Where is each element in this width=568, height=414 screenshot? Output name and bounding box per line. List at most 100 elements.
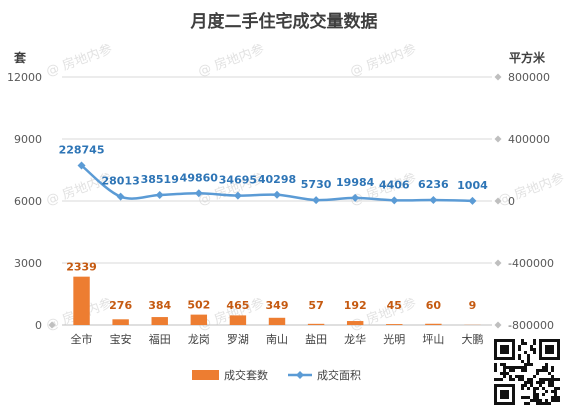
qr-module xyxy=(527,357,530,360)
bar xyxy=(190,314,208,325)
qr-module xyxy=(533,393,536,396)
bar xyxy=(73,276,90,325)
qr-module xyxy=(539,399,542,402)
category-label: 全市 xyxy=(71,332,93,346)
qr-module xyxy=(521,396,524,399)
qr-module xyxy=(506,366,509,369)
qr-module xyxy=(551,369,554,372)
qr-module xyxy=(551,381,554,384)
category-label: 龙华 xyxy=(344,332,366,346)
qr-module xyxy=(548,384,551,387)
qr-module xyxy=(500,372,503,375)
bar-value-label: 349 xyxy=(266,299,289,312)
watermark-label: 房地内参 xyxy=(364,41,418,74)
left-tick-label: 9000 xyxy=(14,133,42,146)
qr-module xyxy=(527,396,530,399)
right-tick-label: -800000 xyxy=(508,319,554,332)
qr-module xyxy=(533,390,536,393)
qr-module xyxy=(530,363,533,366)
qr-module xyxy=(509,378,512,381)
left-axis-marker xyxy=(48,321,56,329)
qr-module xyxy=(521,387,524,390)
bar xyxy=(151,317,168,325)
line-point xyxy=(429,196,438,205)
watermark-label: 房地内参 xyxy=(512,170,566,203)
qr-module xyxy=(551,366,554,369)
qr-module xyxy=(539,402,542,405)
line-value-label: 19984 xyxy=(336,176,375,189)
qr-module xyxy=(557,378,560,381)
qr-module xyxy=(524,402,527,405)
line-point xyxy=(468,196,477,205)
line-point xyxy=(155,191,164,200)
qr-module xyxy=(542,402,545,405)
qr-module xyxy=(524,396,527,399)
line-value-label: 228745 xyxy=(59,144,105,157)
qr-module xyxy=(494,369,497,372)
qr-module xyxy=(518,378,521,381)
category-label: 罗湖 xyxy=(227,333,249,346)
gridlines xyxy=(48,76,492,329)
qr-module xyxy=(536,399,539,402)
qr-module xyxy=(521,378,524,381)
qr-module xyxy=(527,381,530,384)
qr-module xyxy=(524,342,527,345)
qr-module xyxy=(524,363,527,366)
right-tick-label: 400000 xyxy=(508,133,550,146)
qr-module xyxy=(518,345,521,348)
bar-value-label: 45 xyxy=(387,299,402,312)
line-value-label: 1004 xyxy=(457,179,488,192)
qr-module xyxy=(515,375,518,378)
qr-module xyxy=(539,384,542,387)
line-point xyxy=(194,189,203,198)
qr-code-icon xyxy=(492,337,562,407)
at-sign-icon: @ xyxy=(348,60,369,80)
qr-module xyxy=(515,366,518,369)
bar-value-label: 276 xyxy=(109,299,132,312)
right-axis-unit: 平方米 xyxy=(509,50,546,65)
qr-module xyxy=(512,366,515,369)
qr-module xyxy=(551,399,554,402)
qr-module xyxy=(536,402,539,405)
qr-module xyxy=(542,378,545,381)
qr-module xyxy=(500,363,503,366)
qr-module xyxy=(533,351,536,354)
qr-module xyxy=(539,378,542,381)
qr-module xyxy=(530,348,533,351)
line-point xyxy=(77,161,86,170)
qr-module xyxy=(503,369,506,372)
qr-module xyxy=(533,396,536,399)
bar-value-label: 60 xyxy=(426,299,442,312)
qr-module xyxy=(527,354,530,357)
category-label: 宝安 xyxy=(110,332,132,346)
qr-module xyxy=(512,378,515,381)
qr-finder-core xyxy=(545,345,554,354)
qr-module xyxy=(521,369,524,372)
qr-module xyxy=(521,384,524,387)
line-value-label: 40298 xyxy=(258,173,296,186)
qr-module xyxy=(521,360,524,363)
right-tick-label: 800000 xyxy=(508,71,550,84)
bar-value-label: 2339 xyxy=(66,261,97,274)
qr-module xyxy=(545,363,548,366)
watermark-text: @ 房地内参 xyxy=(496,170,566,209)
qr-module xyxy=(530,399,533,402)
qr-module xyxy=(500,378,503,381)
watermark-text: @ 房地内参 xyxy=(348,41,418,80)
bar xyxy=(307,323,325,325)
qr-module xyxy=(545,402,548,405)
qr-module xyxy=(545,390,548,393)
at-sign-icon: @ xyxy=(496,189,517,209)
qr-module xyxy=(533,387,536,390)
qr-module xyxy=(518,357,521,360)
qr-module xyxy=(554,387,557,390)
category-labels: 全市 宝安 福田 龙岗 罗湖 南山 盐田 龙华 光明 坪山 大鹏 xyxy=(71,332,484,346)
line-point xyxy=(351,193,360,202)
line-point xyxy=(390,196,399,205)
qr-module xyxy=(509,369,512,372)
qr-module xyxy=(521,366,524,369)
qr-module xyxy=(536,387,539,390)
left-tick-label: 3000 xyxy=(14,257,42,270)
qr-module xyxy=(497,378,500,381)
